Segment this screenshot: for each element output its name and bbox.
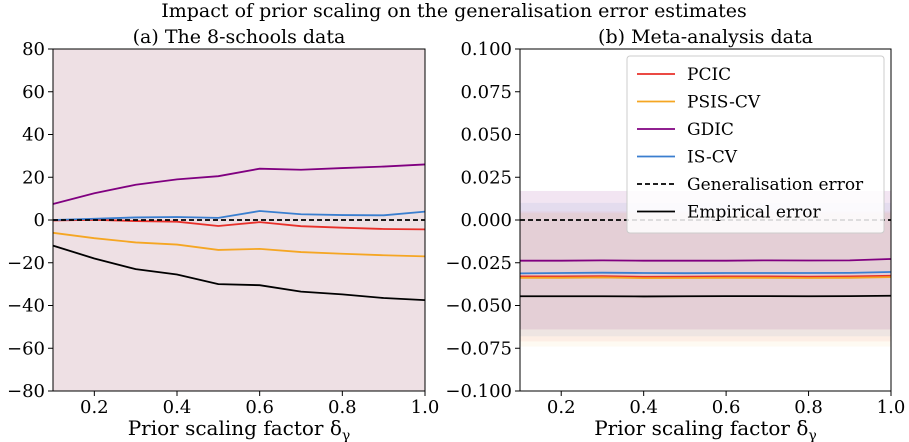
- panel-a: −80 −60 −40 −20 0 20 40 60 80 0.2 0.4 0.6 0.8 1.0 (a)…: [7, 26, 439, 442]
- line-empirical-error-a: [52, 244, 426, 302]
- line-pcic-a: [52, 218, 426, 231]
- legend-label-pcic: PCIC: [687, 65, 731, 85]
- legend: PCIC PSIS-CV GDIC IS-CV Generalisation error…: [626, 55, 885, 234]
- x-tick-label-a: 0.8: [328, 397, 357, 418]
- y-tick-label-b: −0.100: [445, 381, 512, 402]
- legend-items: PCIC PSIS-CV GDIC IS-CV Generalisation error…: [637, 65, 864, 223]
- legend-label-generalisation-error: Generalisation error: [687, 175, 864, 195]
- line-pcic-b: [520, 274, 892, 278]
- x-axis-label-b-subscript: γ: [808, 428, 816, 442]
- legend-label-psis-cv: PSIS-CV: [687, 93, 761, 113]
- y-tick-label-b: 0.050: [460, 125, 512, 146]
- legend-box: [626, 55, 885, 234]
- x-tick-label-a: 0.2: [80, 397, 109, 418]
- line-is-cv-b: [519, 271, 892, 275]
- x-tick-label-b: 0.4: [629, 397, 658, 418]
- legend-label-empirical-error: Empirical error: [687, 203, 821, 223]
- y-tick-label-a: −60: [7, 338, 45, 359]
- x-tick-label-a: 1.0: [411, 397, 440, 418]
- x-axis-label-a: Prior scaling factor δγ: [128, 416, 351, 442]
- panel-b-title: (b) Meta-analysis data: [598, 26, 813, 48]
- y-tick-label-b: −0.075: [445, 338, 512, 359]
- y-tick-label-a: −40: [7, 296, 45, 317]
- x-tick-label-b: 0.2: [547, 397, 576, 418]
- y-tick-label-a: 60: [22, 82, 45, 103]
- x-tick-label-b: 0.6: [712, 397, 741, 418]
- line-empirical-error-b: [520, 294, 892, 298]
- line-psis-cv-a: [52, 231, 426, 258]
- y-tick-label-a: 40: [22, 125, 45, 146]
- line-gdic-b: [520, 258, 892, 262]
- line-gdic-a: [52, 163, 426, 205]
- legend-label-is-cv: IS-CV: [687, 148, 738, 168]
- series-lines-a: [52, 163, 426, 302]
- y-tick-label-b: 0.025: [460, 167, 512, 188]
- y-tick-label-b: 0.100: [460, 39, 512, 60]
- x-axis-label-b-text: Prior scaling factor δ: [594, 416, 808, 440]
- band-psis-cv-b: [520, 213, 891, 347]
- y-tick-label-b: −0.025: [445, 253, 512, 274]
- x-axis-label-b: Prior scaling factor δγ: [594, 416, 817, 442]
- panel-a-title: (a) The 8-schools data: [133, 26, 346, 48]
- x-axis-label-a-text: Prior scaling factor δ: [128, 416, 342, 440]
- ticks-b: −0.100 −0.075 −0.050 −0.025 0.000 0.025 0.050 0…: [445, 39, 905, 418]
- figure-title: Impact of prior scaling on the generalis…: [161, 0, 747, 22]
- x-tick-label-b: 0.8: [794, 397, 823, 418]
- line-psis-cv-b: [520, 276, 892, 280]
- y-tick-label-a: −20: [7, 253, 45, 274]
- y-tick-label-b: 0.075: [460, 82, 512, 103]
- x-tick-label-b: 1.0: [877, 397, 906, 418]
- y-tick-label-b: 0.000: [460, 210, 512, 231]
- x-tick-label-a: 0.4: [163, 397, 192, 418]
- y-tick-label-a: 20: [22, 167, 45, 188]
- x-axis-label-a-subscript: γ: [342, 428, 350, 442]
- ticks-a: −80 −60 −40 −20 0 20 40 60 80 0.2 0.4 0.6 0.8 1.0: [7, 39, 439, 418]
- y-tick-label-a: 0: [34, 210, 45, 231]
- y-tick-label-a: 80: [22, 39, 45, 60]
- x-tick-label-a: 0.6: [245, 397, 274, 418]
- y-tick-label-a: −80: [7, 381, 45, 402]
- line-is-cv-a: [52, 210, 426, 221]
- y-tick-label-b: −0.050: [445, 296, 512, 317]
- legend-label-gdic: GDIC: [687, 120, 734, 140]
